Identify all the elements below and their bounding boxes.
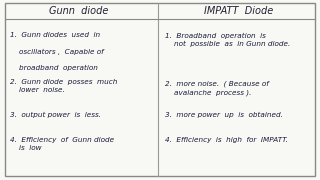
Text: 2.  more noise.  ( Because of
    avalanche  process ).: 2. more noise. ( Because of avalanche pr… <box>165 81 268 96</box>
Text: 3.  more power  up  is  obtained.: 3. more power up is obtained. <box>165 112 283 118</box>
Text: IMPATT  Diode: IMPATT Diode <box>204 6 273 16</box>
Text: 4.  Efficiency  is  high  for  IMPATT.: 4. Efficiency is high for IMPATT. <box>165 137 288 143</box>
Text: 3.  output power  is  less.: 3. output power is less. <box>10 112 100 118</box>
Text: Gunn  diode: Gunn diode <box>49 6 108 16</box>
Text: 2.  Gunn diode  posses  much
    lower  noise.: 2. Gunn diode posses much lower noise. <box>10 79 117 93</box>
Text: 1.  Gunn diodes  used  in

    oscillators ,  Capable of

    broadband  operati: 1. Gunn diodes used in oscillators , Cap… <box>10 32 103 71</box>
Text: 4.  Efficiency  of  Gunn diode
    is  low: 4. Efficiency of Gunn diode is low <box>10 137 114 151</box>
Text: 1.  Broadband  operation  is
    not  possible  as  in Gunn diode.: 1. Broadband operation is not possible a… <box>165 32 290 47</box>
